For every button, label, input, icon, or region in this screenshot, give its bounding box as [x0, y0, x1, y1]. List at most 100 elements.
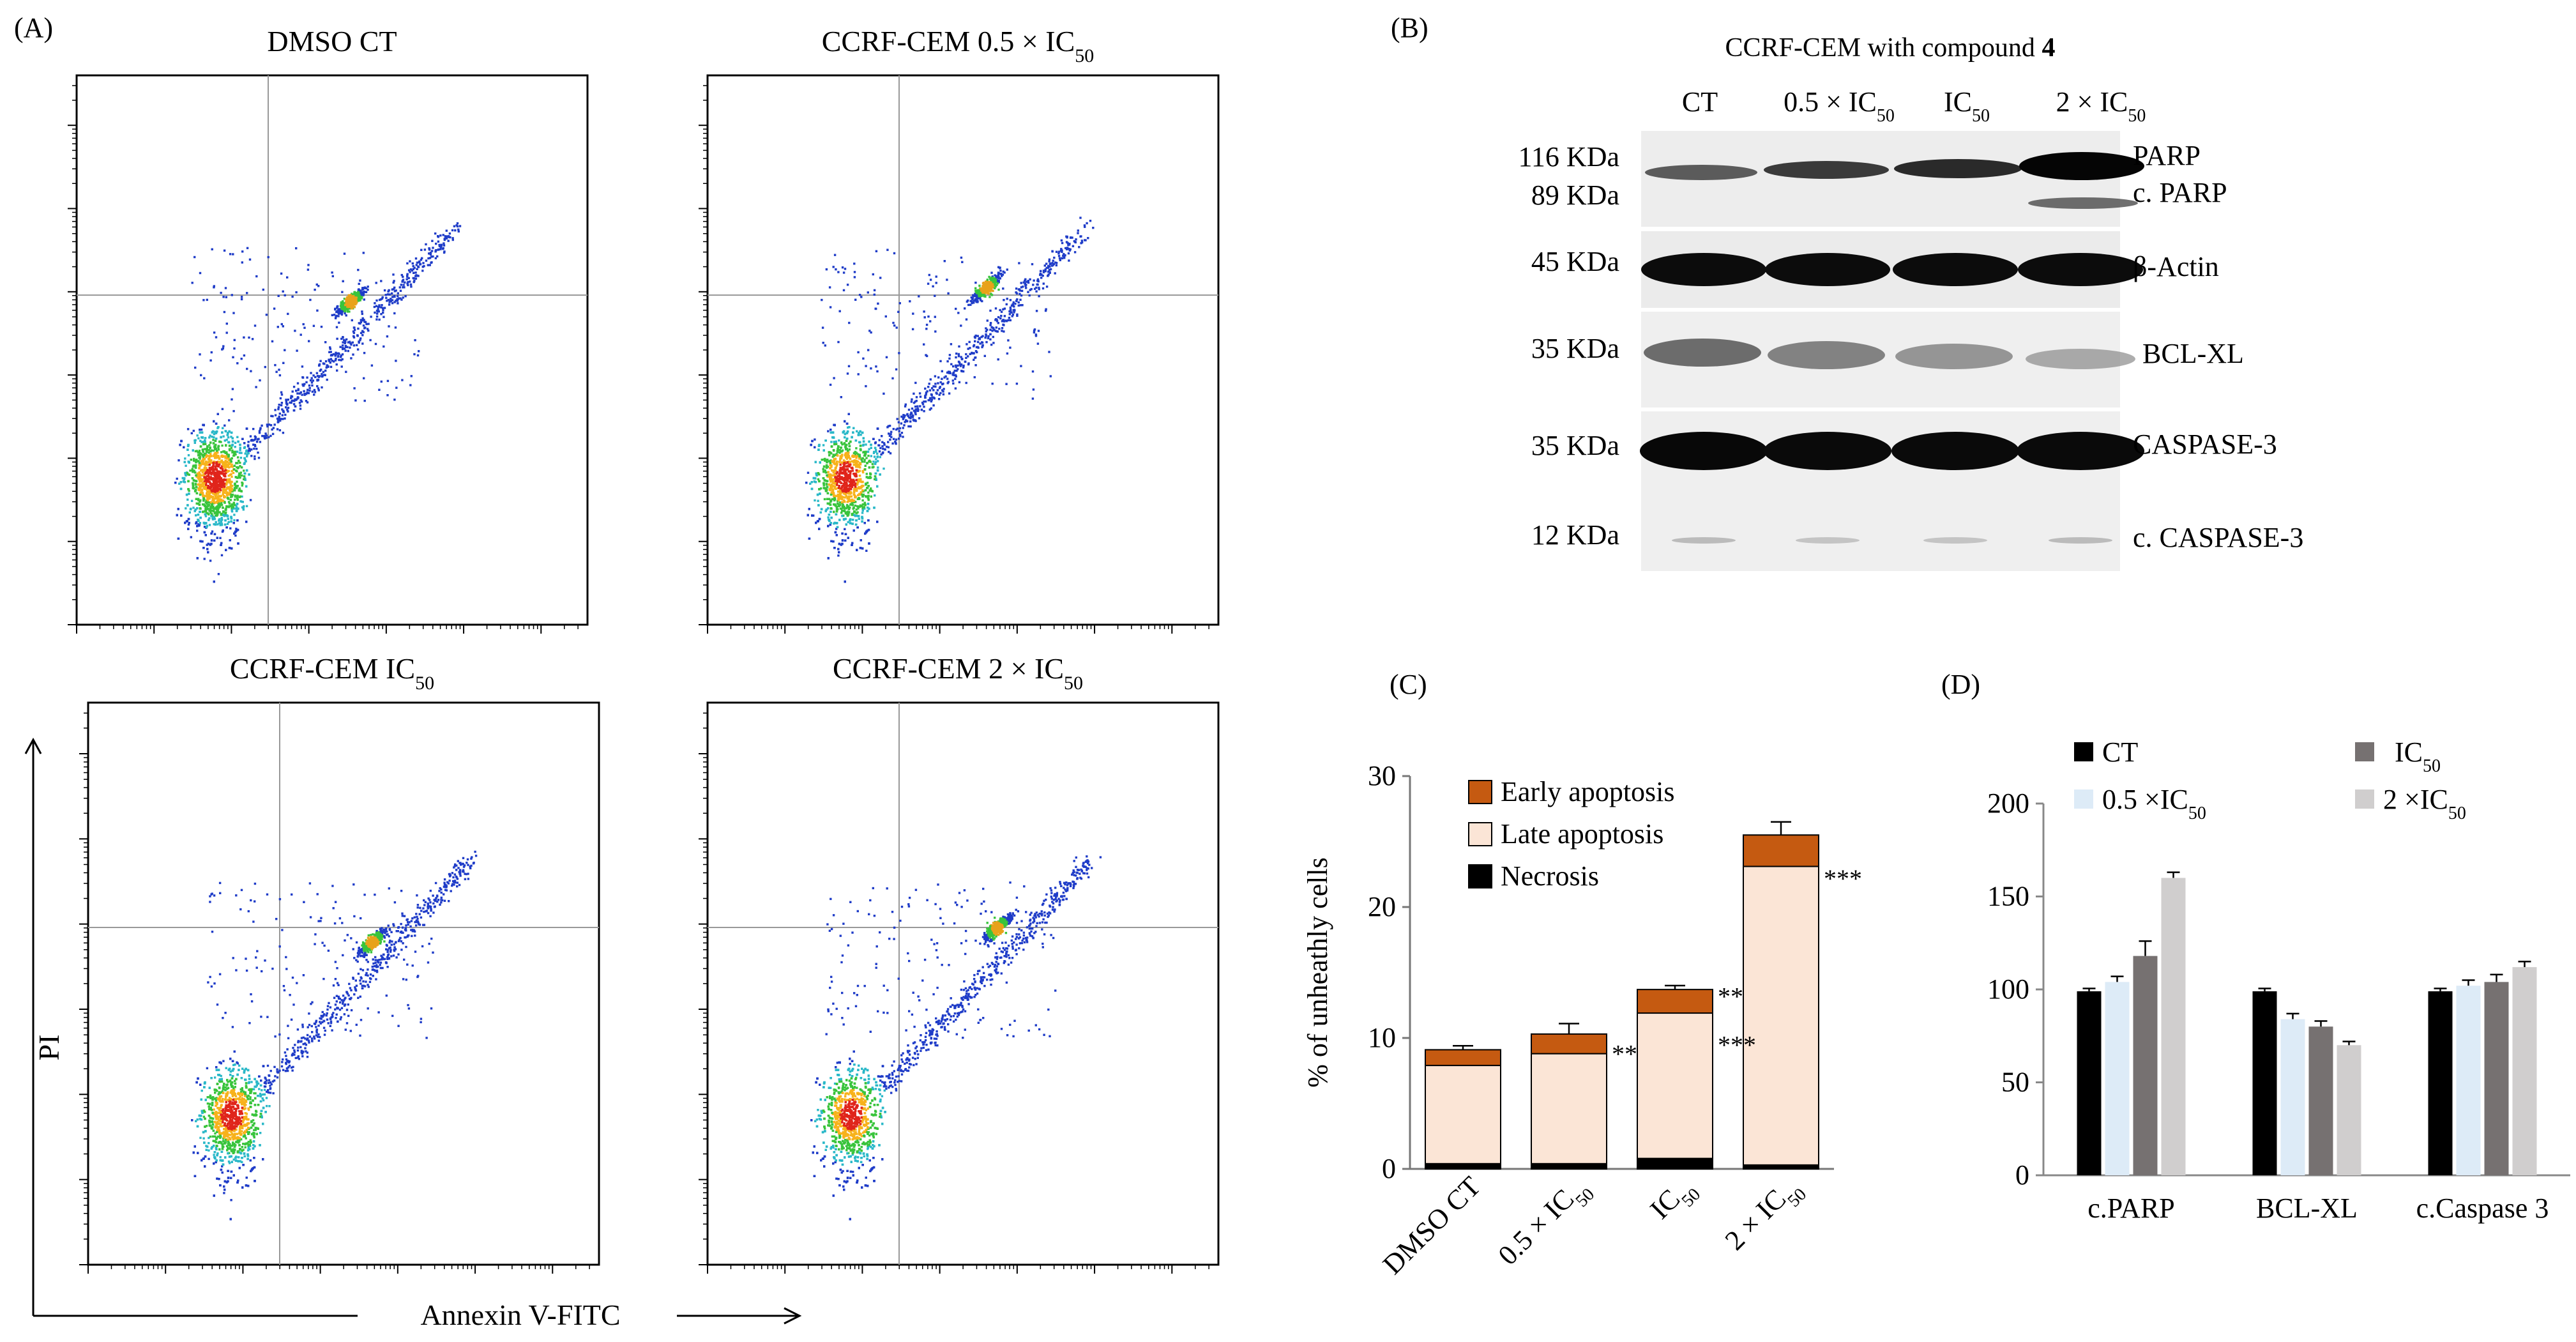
- event-dot: [243, 505, 245, 508]
- event-dot: [361, 287, 364, 289]
- event-dot: [220, 500, 222, 503]
- event-dot: [188, 461, 190, 464]
- event-dot: [379, 298, 383, 301]
- event-dot: [201, 441, 203, 443]
- event-dot: [239, 495, 241, 498]
- event-dot: [236, 470, 238, 473]
- event-dot: [238, 487, 241, 490]
- event-dot: [273, 423, 276, 426]
- event-dot: [235, 504, 238, 507]
- event-dot: [841, 498, 844, 501]
- event-dot: [231, 493, 234, 496]
- event-dot: [226, 434, 229, 436]
- event-dot: [845, 457, 849, 460]
- event-dot: [193, 469, 195, 472]
- event-dot: [358, 282, 360, 286]
- event-dot: [220, 482, 223, 485]
- event-dot: [856, 511, 859, 514]
- event-dot: [428, 247, 430, 250]
- event-dot: [324, 369, 327, 372]
- event-dot: [847, 521, 849, 524]
- event-dot: [351, 305, 354, 307]
- event-dot: [278, 404, 280, 406]
- event-dot: [308, 389, 311, 392]
- event-dot: [208, 489, 211, 492]
- event-dot: [399, 289, 402, 292]
- event-dot: [337, 311, 340, 314]
- event-dot: [232, 506, 234, 508]
- event-dot: [458, 225, 462, 227]
- event-dot: [229, 527, 232, 530]
- event-dot: [412, 268, 414, 271]
- event-dot: [221, 468, 224, 471]
- event-dot: [413, 271, 415, 274]
- event-dot: [352, 332, 356, 334]
- event-dot: [403, 286, 405, 289]
- event-dot: [218, 519, 220, 522]
- event-dot: [380, 380, 383, 383]
- event-dot: [250, 455, 253, 457]
- event-dot: [230, 505, 232, 507]
- event-dot: [239, 457, 243, 459]
- event-dot: [216, 482, 218, 484]
- event-dot: [227, 517, 229, 520]
- event-dot: [341, 353, 344, 356]
- event-dot: [338, 321, 340, 324]
- event-dot: [221, 408, 224, 411]
- event-dot: [263, 435, 266, 438]
- event-dot: [386, 335, 389, 338]
- event-dot: [270, 415, 273, 417]
- event-dot: [340, 313, 344, 316]
- event-dot: [232, 471, 235, 474]
- event-dot: [204, 495, 208, 498]
- event-dot: [227, 487, 230, 490]
- event-dot: [187, 473, 190, 476]
- event-dot: [269, 434, 272, 438]
- event-dot: [409, 260, 411, 263]
- event-dot: [241, 261, 243, 264]
- event-dot: [272, 427, 275, 429]
- event-dot: [336, 307, 338, 309]
- event-dot: [303, 326, 306, 329]
- event-dot: [240, 358, 243, 360]
- event-dot: [347, 304, 350, 307]
- event-dot: [331, 275, 334, 278]
- event-dot: [328, 358, 330, 361]
- event-dot: [356, 348, 360, 351]
- event-dot: [317, 387, 320, 390]
- event-dot: [199, 483, 202, 486]
- event-dot: [205, 463, 208, 466]
- event-dot: [315, 372, 319, 374]
- event-dot: [208, 501, 211, 504]
- event-dot: [202, 469, 206, 472]
- event-dot: [349, 297, 352, 300]
- event-dot: [830, 441, 833, 443]
- event-dot: [185, 493, 188, 496]
- event-dot: [230, 515, 232, 518]
- event-dot: [206, 512, 209, 515]
- event-dot: [241, 495, 243, 498]
- event-dot: [188, 489, 190, 492]
- event-dot: [215, 432, 218, 434]
- event-dot: [205, 482, 208, 485]
- event-dot: [343, 309, 345, 312]
- event-dot: [179, 481, 182, 484]
- event-dot: [208, 444, 211, 446]
- event-dot: [216, 485, 218, 487]
- event-dot: [197, 514, 200, 516]
- event-dot: [193, 459, 197, 462]
- event-dot: [189, 469, 192, 472]
- event-dot: [258, 431, 261, 434]
- event-dot: [393, 280, 395, 282]
- event-dot: [213, 332, 216, 334]
- event-dot: [194, 482, 197, 485]
- event-dot: [852, 459, 855, 462]
- event-dot: [219, 472, 222, 475]
- event-dot: [244, 477, 246, 480]
- event-dot: [863, 459, 866, 461]
- event-dot: [209, 476, 212, 478]
- event-dot: [383, 345, 385, 348]
- event-dot: [406, 274, 409, 277]
- event-dot: [393, 286, 396, 289]
- event-dot: [227, 432, 229, 434]
